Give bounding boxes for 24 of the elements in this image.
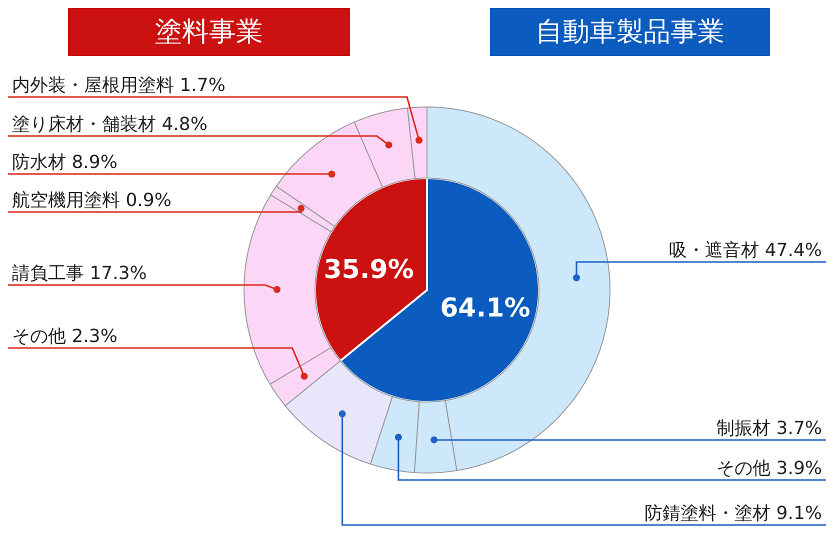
data-label: 3.7% [770, 418, 822, 439]
slice-label: 吸・遮音材 [669, 240, 760, 261]
data-label: 17.3% [84, 263, 147, 284]
data-label: 1.7% [174, 75, 226, 96]
data-label: 35.9% [324, 254, 414, 285]
slice-label: 内外装・屋根用塗料 [12, 75, 174, 96]
data-label: 9.1% [770, 503, 822, 524]
slice-label: 制振材 [716, 418, 771, 439]
slice-label: 航空機用塗料 [12, 190, 120, 211]
slice-label: その他 [12, 326, 66, 347]
legend-label: 塗料事業 [155, 16, 263, 48]
slice-label: 防錆塗料・塗材 [644, 503, 771, 524]
slice-label: 塗り床材・舗装材 [12, 114, 156, 135]
slice-label: 防水材 [12, 152, 66, 173]
data-label: 64.1% [440, 293, 530, 324]
data-label: 0.9% [120, 190, 172, 211]
legend-label: 自動車製品事業 [536, 16, 724, 48]
data-label: 47.4% [759, 240, 822, 261]
slice-label: その他 [716, 458, 771, 479]
slice-label: 請負工事 [12, 263, 84, 284]
data-label: 8.9% [66, 152, 118, 173]
data-label: 3.9% [770, 458, 822, 479]
data-label: 4.8% [156, 114, 208, 135]
data-label: 2.3% [66, 326, 118, 347]
